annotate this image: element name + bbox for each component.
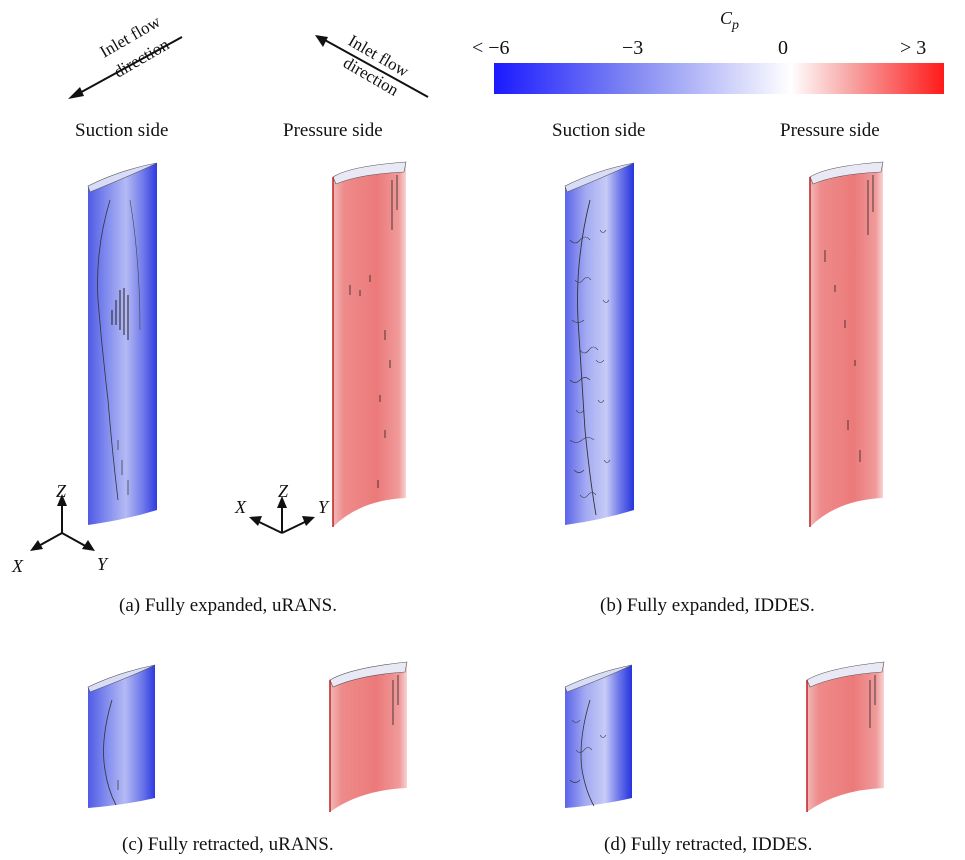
flow-arrow-left: Inlet flow direction xyxy=(68,11,183,99)
colorbar-gradient xyxy=(494,63,944,94)
colorbar-title: Cp xyxy=(720,8,739,33)
colorbar-tick-max: > 3 xyxy=(900,37,926,59)
caption-c: (c) Fully retracted, uRANS. xyxy=(122,834,334,855)
axes-triad-left: Z X Y xyxy=(11,481,109,576)
axis-left-z: Z xyxy=(56,481,67,501)
axis-left-y: Y xyxy=(97,554,109,574)
label-a-pressure: Pressure side xyxy=(283,120,383,141)
axes-triad-right: Z X Y xyxy=(234,481,330,534)
blade-b-pressure xyxy=(809,161,884,527)
colorbar-tick-zero: 0 xyxy=(778,37,788,59)
axis-right-y: Y xyxy=(318,497,330,517)
axis-right-z: Z xyxy=(278,481,289,501)
caption-a: (a) Fully expanded, uRANS. xyxy=(119,595,337,616)
blade-b-suction xyxy=(564,162,635,525)
colorbar-tick-neg3: −3 xyxy=(622,37,643,59)
flow-arrow-right: Inlet flow direction xyxy=(315,31,429,100)
blade-c-suction xyxy=(87,664,156,808)
axis-left-x: X xyxy=(11,556,24,576)
blade-d-pressure xyxy=(806,661,885,812)
blade-d-suction xyxy=(564,664,633,808)
label-b-suction: Suction side xyxy=(552,120,645,141)
blade-a-suction xyxy=(87,162,158,525)
blade-a-pressure xyxy=(332,161,407,527)
blade-c-pressure xyxy=(329,661,408,812)
colorbar-tick-min: < −6 xyxy=(472,37,510,59)
axis-right-x: X xyxy=(234,497,247,517)
label-b-pressure: Pressure side xyxy=(780,120,880,141)
caption-d: (d) Fully retracted, IDDES. xyxy=(604,834,812,855)
label-a-suction: Suction side xyxy=(75,120,168,141)
caption-b: (b) Fully expanded, IDDES. xyxy=(600,595,815,616)
colorbar: Cp < −6 −3 0 > 3 xyxy=(472,8,944,94)
